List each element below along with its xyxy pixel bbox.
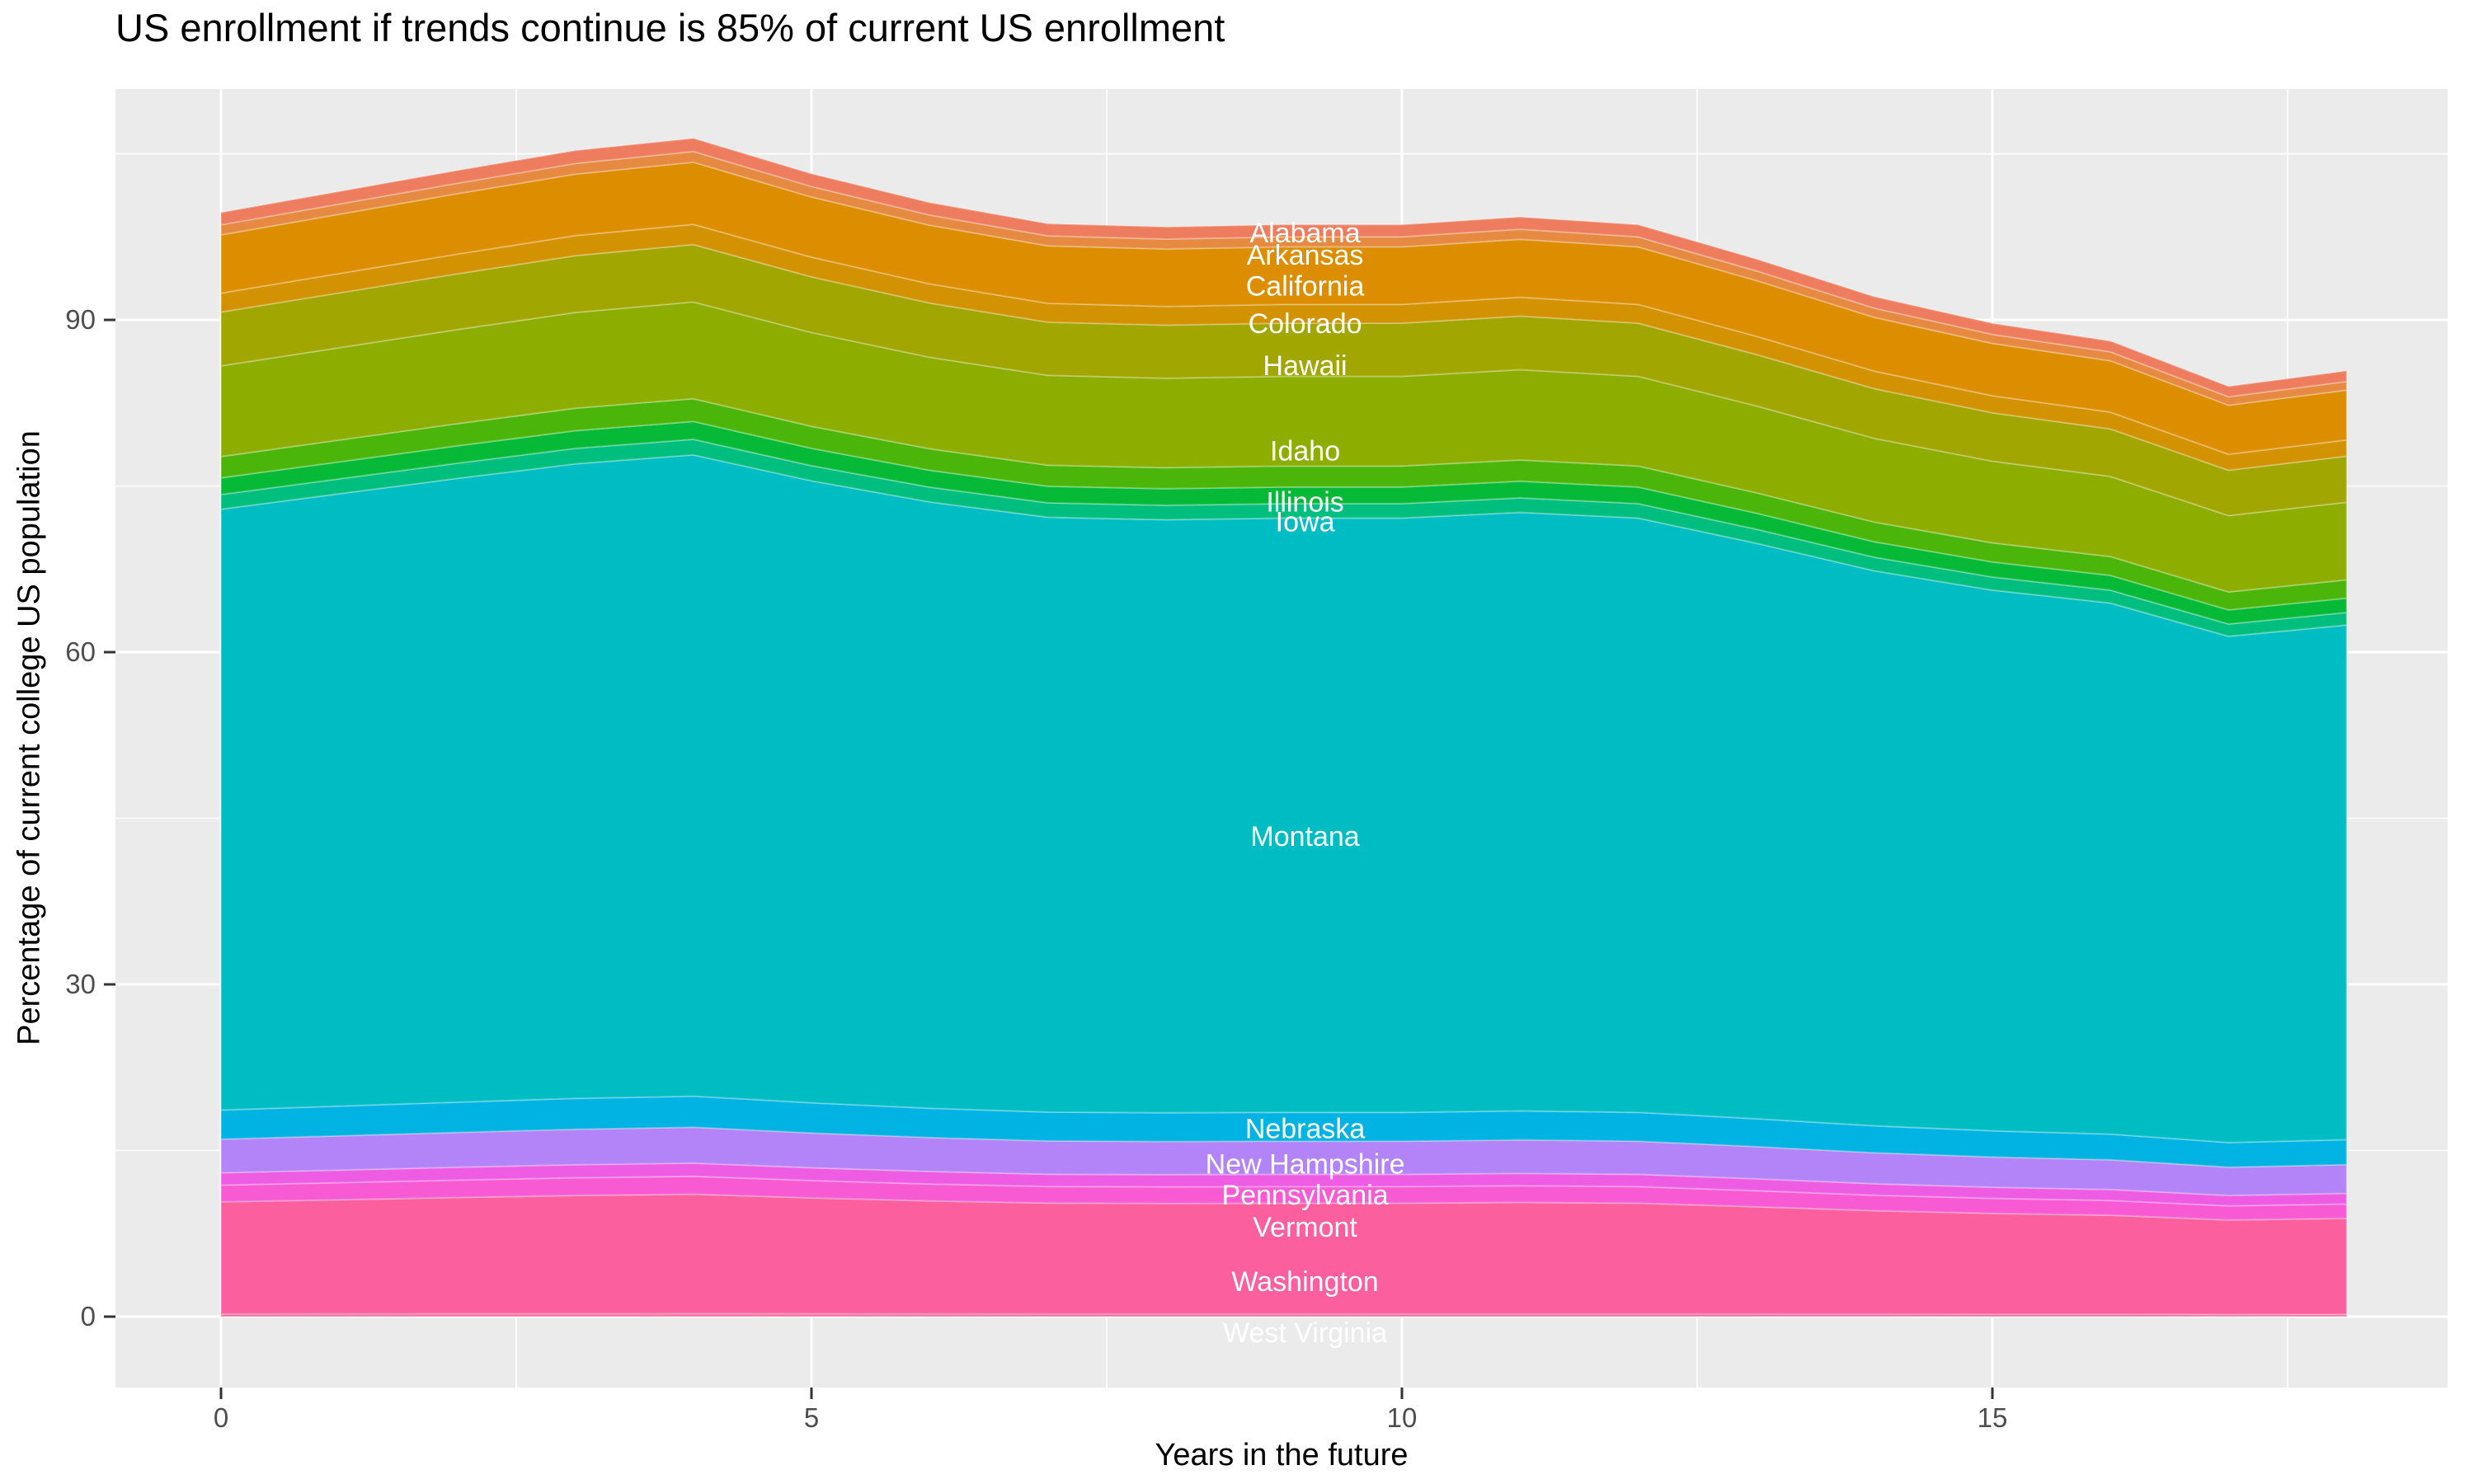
- state-label-illinois: Illinois: [1266, 486, 1343, 518]
- y-tick-label: 90: [65, 304, 96, 335]
- state-label-alabama: Alabama: [1249, 218, 1360, 249]
- x-tick-label: 10: [1387, 1402, 1418, 1433]
- state-label-hawaii: Hawaii: [1263, 350, 1348, 382]
- area-band-illinois: [220, 397, 2348, 611]
- state-label-washington: Washington: [1231, 1266, 1378, 1298]
- y-tick-label: 60: [65, 636, 96, 667]
- y-tick-label: 0: [81, 1301, 96, 1331]
- state-label-montana: Montana: [1250, 821, 1359, 852]
- area-band-idaho: [220, 301, 2348, 593]
- area-band-alabama: [220, 137, 2348, 398]
- y-axis-title: Percentage of current college US populat…: [12, 430, 47, 1045]
- x-tick-label: 5: [804, 1402, 819, 1433]
- state-label-idaho: Idaho: [1270, 436, 1340, 467]
- state-label-pennsylvania: Pennsylvania: [1221, 1180, 1388, 1211]
- state-label-arkansas: Arkansas: [1247, 240, 1364, 271]
- y-tick-label: 30: [65, 969, 96, 999]
- chart-title: US enrollment if trends continue is 85% …: [115, 6, 1225, 49]
- x-axis-title: Years in the future: [1155, 1438, 1409, 1472]
- state-label-california: California: [1246, 270, 1365, 302]
- state-label-west-virginia: West Virginia: [1223, 1317, 1387, 1349]
- x-tick-label: 0: [214, 1402, 228, 1433]
- state-label-vermont: Vermont: [1253, 1212, 1357, 1243]
- state-label-iowa: Iowa: [1276, 507, 1335, 538]
- state-label-nebraska: Nebraska: [1245, 1114, 1366, 1145]
- area-band-washington: [220, 1193, 2348, 1316]
- state-label-colorado: Colorado: [1249, 308, 1362, 340]
- state-label-new-hampshire: New Hampshire: [1206, 1149, 1405, 1181]
- area-band-iowa: [220, 420, 2348, 625]
- x-tick-label: 15: [1978, 1402, 2008, 1433]
- area-band-new-hampshire: [220, 1126, 2348, 1196]
- area-band-california: [220, 161, 2348, 455]
